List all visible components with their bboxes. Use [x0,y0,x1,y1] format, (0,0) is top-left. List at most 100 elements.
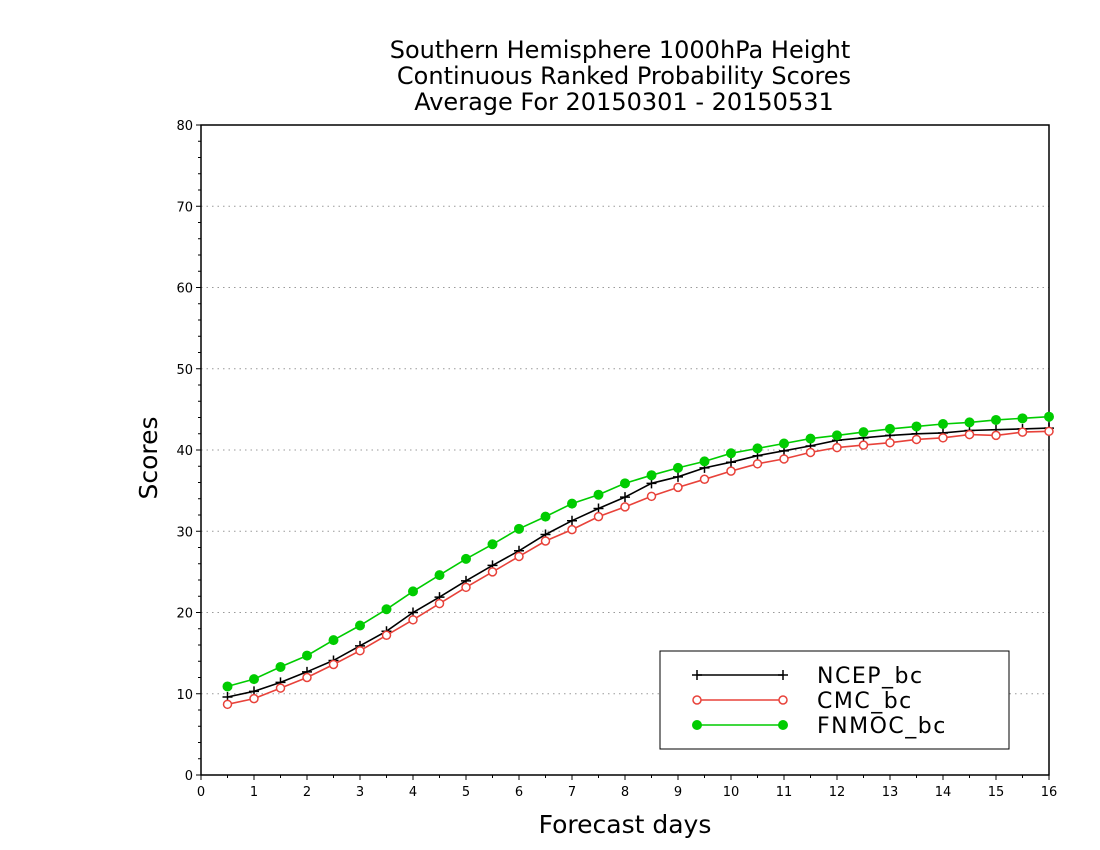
x-tick-label: 4 [409,785,417,800]
data-point [381,604,392,615]
data-point [567,515,577,526]
data-point [408,586,418,597]
data-point [249,693,259,704]
x-tick-label: 7 [568,785,576,800]
legend-marker [692,670,702,680]
y-axis-label: Scores [134,416,163,499]
data-point [726,457,736,468]
data-point [991,414,1001,425]
y-tick-label: 10 [176,688,193,703]
data-point [885,437,895,448]
data-point [964,417,975,428]
x-tick-label: 8 [621,785,629,800]
data-point [434,570,445,581]
legend-label: FNMOC_bc [817,714,947,739]
title-line-2: Continuous Ranked Probability Scores [397,62,851,90]
data-point [699,474,710,484]
data-point [673,471,683,482]
y-tick-label: 30 [176,525,193,540]
data-point [514,523,524,534]
chart-title: Southern Hemisphere 1000hPa Height Conti… [390,36,851,116]
y-tick-label: 50 [176,363,193,378]
data-point [991,430,1001,441]
data-point [779,454,789,464]
legend-label: CMC_bc [817,689,913,714]
data-point [805,447,816,458]
x-tick-label: 1 [250,785,258,800]
data-point [275,683,286,693]
data-point [938,419,948,429]
data-point [567,498,577,509]
x-tick-label: 13 [882,785,899,800]
data-point [461,553,471,564]
legend-marker [778,670,788,680]
x-tick-label: 12 [829,785,846,800]
data-point [487,567,498,577]
x-tick-label: 5 [462,785,470,800]
data-point [964,429,975,440]
series-FNMOC_bc [222,411,1054,692]
x-tick-label: 14 [935,785,952,800]
data-point [646,470,657,481]
legend-label: NCEP_bc [817,664,924,689]
data-point [249,674,259,685]
data-point [885,423,895,434]
x-tick-label: 2 [303,785,311,800]
data-point [832,442,842,453]
data-point [699,456,710,467]
data-point [222,681,233,692]
title-line-1: Southern Hemisphere 1000hPa Height [390,36,850,64]
title-line-3: Average For 20150301 - 20150531 [414,88,834,116]
data-point [1017,427,1028,437]
y-tick-label: 80 [176,119,193,134]
y-tick-label: 40 [176,444,193,459]
data-point [752,459,763,469]
grid-lines [201,205,1049,695]
data-point [408,615,418,625]
x-tick-label: 10 [723,785,740,800]
x-tick-label: 15 [988,785,1005,800]
data-point [858,427,869,438]
legend-marker [778,720,788,730]
data-point [911,421,922,432]
data-point [858,440,869,450]
data-point [673,482,683,493]
data-point [593,511,604,522]
series-line [227,415,1050,688]
data-point [567,524,577,535]
data-point [911,434,922,445]
y-tick-label: 0 [185,769,193,784]
legend-marker [778,695,788,705]
data-point [1044,426,1054,437]
data-point [540,511,551,522]
data-point [646,491,657,502]
data-point [302,672,312,683]
data-point [328,659,339,670]
legend-item: NCEP_bc [692,664,924,689]
legend-item: CMC_bc [692,689,913,714]
y-tick-label: 20 [176,607,193,622]
x-tick-label: 11 [776,785,793,800]
x-axis-label: Forecast days [539,810,712,839]
y-tick-label: 60 [176,282,193,297]
data-point [1044,411,1054,422]
data-point [779,438,789,449]
series-CMC_bc [222,426,1054,710]
data-point [487,539,498,550]
x-tick-label: 3 [356,785,364,800]
x-tick-label: 6 [515,785,523,800]
data-point [805,433,816,444]
data-point [620,478,630,489]
data-point [620,492,630,503]
x-tick-label: 9 [674,785,682,800]
data-point [434,598,445,609]
data-point [726,448,736,459]
data-point [461,582,471,593]
data-point [1017,413,1028,424]
data-point [275,661,286,672]
data-point [832,430,842,441]
data-point [593,489,604,500]
